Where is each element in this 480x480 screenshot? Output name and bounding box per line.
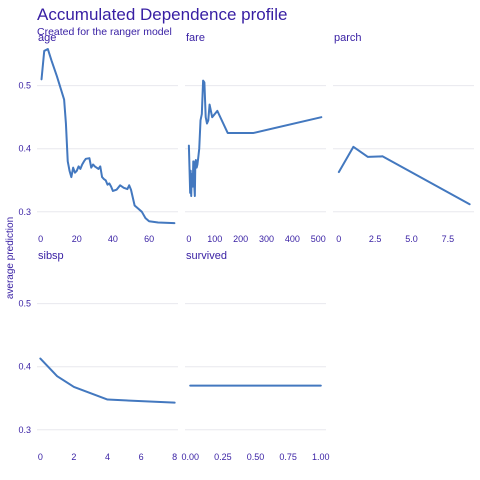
y-axis-label: average prediction (5, 217, 16, 299)
x-tick-label: 2 (71, 452, 76, 462)
x-tick-label: 60 (144, 234, 154, 244)
x-tick-label: 1.00 (312, 452, 330, 462)
x-tick-label: 4 (105, 452, 110, 462)
panel-sibsp: 0.3 0.4 0.5 0 2 4 6 8 sibsp (18, 250, 178, 462)
panel-age: 0.3 0.4 0.5 0 20 40 60 age (18, 32, 178, 244)
y-tick-label: 0.3 (18, 207, 31, 217)
x-tick-label: 0.50 (247, 452, 265, 462)
x-tick-label: 7.5 (442, 234, 455, 244)
y-tick-label: 0.5 (18, 299, 31, 309)
ale-line-parch (337, 145, 471, 206)
y-tick-label: 0.4 (18, 144, 31, 154)
panel-title: sibsp (38, 250, 64, 262)
x-tick-label: 2.5 (369, 234, 382, 244)
panel-title: survived (186, 250, 227, 262)
x-tick-label: 0.00 (181, 452, 199, 462)
panel-title: parch (334, 32, 362, 44)
y-tick-label: 0.4 (18, 362, 31, 372)
x-tick-label: 100 (207, 234, 222, 244)
x-tick-label: 500 (311, 234, 326, 244)
x-tick-label: 5.0 (405, 234, 418, 244)
x-tick-label: 400 (285, 234, 300, 244)
x-tick-label: 0 (38, 234, 43, 244)
ale-line-age (40, 48, 176, 225)
x-tick-label: 0 (38, 452, 43, 462)
y-tick-label: 0.5 (18, 81, 31, 91)
x-tick-label: 8 (172, 452, 177, 462)
chart-title: Accumulated Dependence profile (37, 5, 287, 24)
panel-survived: 0.00 0.25 0.50 0.75 1.00 survived (181, 250, 329, 462)
x-tick-label: 200 (233, 234, 248, 244)
panel-parch: 0 2.5 5.0 7.5 parch (333, 32, 474, 244)
x-tick-label: 6 (139, 452, 144, 462)
panel-title: age (38, 32, 56, 44)
chart-subtitle: Created for the ranger model (37, 26, 172, 38)
x-tick-label: 20 (72, 234, 82, 244)
panel-title: fare (186, 32, 205, 44)
x-tick-label: 0.75 (279, 452, 297, 462)
x-tick-label: 300 (259, 234, 274, 244)
panel-fare: 0 100 200 300 400 500 fare (185, 32, 326, 244)
x-tick-label: 40 (108, 234, 118, 244)
ale-line-sibsp (39, 357, 176, 404)
x-tick-label: 0 (186, 234, 191, 244)
ale-line-fare (187, 79, 323, 198)
y-tick-label: 0.3 (18, 425, 31, 435)
x-tick-label: 0 (336, 234, 341, 244)
x-tick-label: 0.25 (214, 452, 232, 462)
